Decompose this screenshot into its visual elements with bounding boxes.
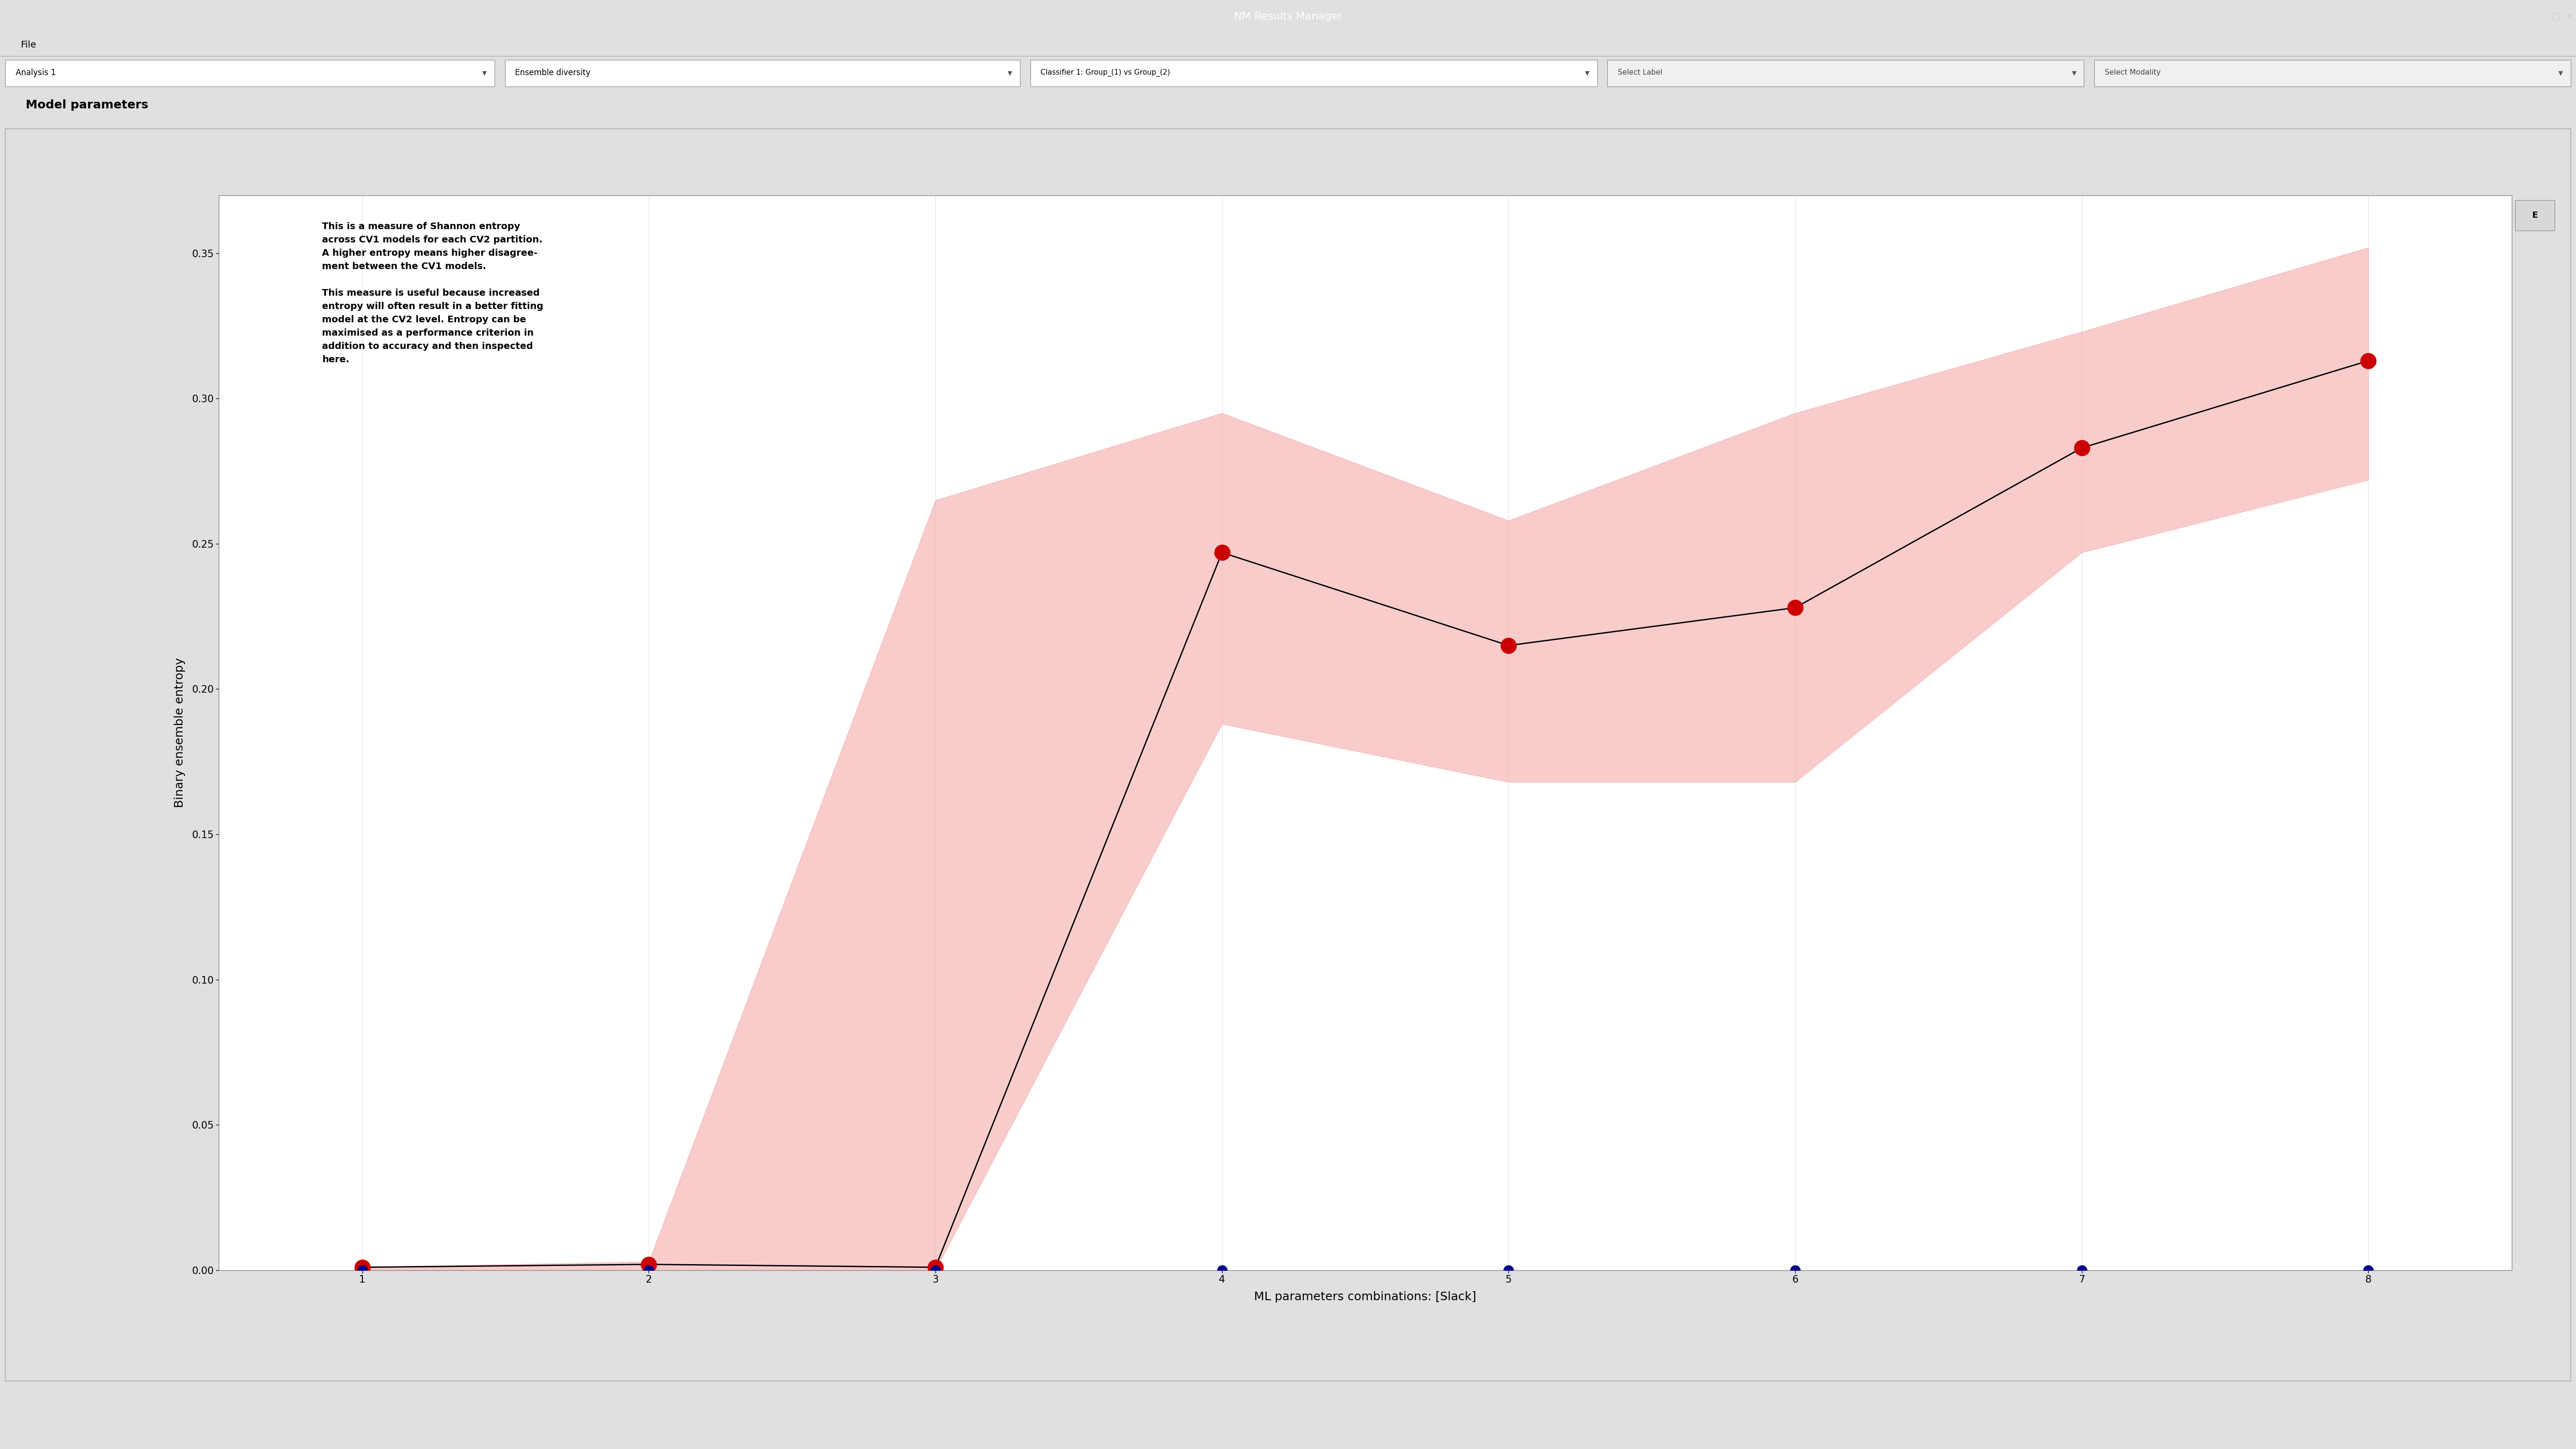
Text: Model parameters: Model parameters — [26, 99, 149, 110]
Text: ▼: ▼ — [1584, 70, 1589, 77]
Text: ▼: ▼ — [2558, 70, 2563, 77]
Point — [914, 1259, 956, 1282]
Point — [1775, 596, 1816, 619]
Text: E: E — [2532, 212, 2537, 220]
Text: Select Modality: Select Modality — [2105, 70, 2161, 77]
X-axis label: ML parameters combinations: [Slack]: ML parameters combinations: [Slack] — [1255, 1291, 1476, 1303]
Point — [629, 1259, 670, 1282]
Point — [629, 1253, 670, 1277]
Text: Analysis 1: Analysis 1 — [15, 68, 57, 77]
Point — [1200, 1259, 1242, 1282]
Point — [2347, 1259, 2388, 1282]
Point — [2061, 436, 2102, 459]
Point — [2347, 349, 2388, 372]
Bar — [1030, 59, 1597, 87]
Text: Ensemble diversity: Ensemble diversity — [515, 68, 590, 77]
Text: NM Results Manager: NM Results Manager — [1234, 12, 1342, 22]
Text: Classifier 1: Group_(1) vs Group_(2): Classifier 1: Group_(1) vs Group_(2) — [1041, 68, 1170, 77]
Point — [1489, 1259, 1530, 1282]
Point — [343, 1259, 384, 1282]
Point — [343, 1256, 384, 1279]
Point — [1775, 1259, 1816, 1282]
Point — [1489, 633, 1530, 656]
Y-axis label: Binary ensemble entropy: Binary ensemble entropy — [175, 658, 185, 807]
Text: File: File — [21, 41, 36, 49]
Text: ▼: ▼ — [1007, 70, 1012, 77]
Text: ─  □  ×: ─ □ × — [2543, 13, 2573, 20]
Bar — [5, 59, 495, 87]
Point — [1200, 540, 1242, 564]
Point — [2061, 1259, 2102, 1282]
Point — [914, 1256, 956, 1279]
Bar — [2094, 59, 2571, 87]
Text: Select Label: Select Label — [1618, 70, 1662, 77]
Text: ▼: ▼ — [2071, 70, 2076, 77]
Bar — [505, 59, 1020, 87]
Text: This is a measure of Shannon entropy
across CV1 models for each CV2 partition.
A: This is a measure of Shannon entropy acr… — [322, 222, 544, 364]
Text: ▼: ▼ — [482, 70, 487, 77]
Bar — [1607, 59, 2084, 87]
